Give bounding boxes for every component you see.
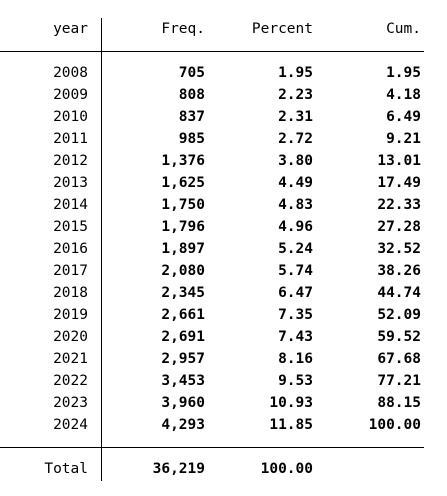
cell-cum: 38.26 bbox=[377, 263, 421, 279]
cell-year: 2021 bbox=[53, 351, 88, 367]
total-rule bbox=[0, 447, 424, 448]
table-row: 2014 1,750 4.83 22.33 bbox=[0, 194, 447, 216]
total-freq: 36,219 bbox=[152, 461, 205, 477]
cell-freq: 2,345 bbox=[161, 285, 205, 301]
header-rule bbox=[0, 51, 424, 52]
cell-freq: 1,625 bbox=[161, 175, 205, 191]
table-row: 2013 1,625 4.49 17.49 bbox=[0, 172, 447, 194]
table-total-row: Total 36,219 100.00 bbox=[0, 458, 447, 480]
cell-cum: 6.49 bbox=[386, 109, 421, 125]
cell-freq: 2,691 bbox=[161, 329, 205, 345]
header-year: year bbox=[53, 21, 88, 37]
cell-year: 2020 bbox=[53, 329, 88, 345]
cell-freq: 1,376 bbox=[161, 153, 205, 169]
cell-year: 2010 bbox=[53, 109, 88, 125]
cell-freq: 985 bbox=[178, 131, 205, 147]
cell-percent: 1.95 bbox=[278, 65, 313, 81]
cell-percent: 5.24 bbox=[278, 241, 313, 257]
cell-cum: 13.01 bbox=[377, 153, 421, 169]
table-row: 2017 2,080 5.74 38.26 bbox=[0, 260, 447, 282]
table-row: 2023 3,960 10.93 88.15 bbox=[0, 392, 447, 414]
cell-cum: 17.49 bbox=[377, 175, 421, 191]
cell-year: 2011 bbox=[53, 131, 88, 147]
table-row: 2024 4,293 11.85 100.00 bbox=[0, 414, 447, 436]
cell-percent: 2.31 bbox=[278, 109, 313, 125]
cell-freq: 705 bbox=[178, 65, 205, 81]
cell-percent: 11.85 bbox=[269, 417, 313, 433]
cell-year: 2022 bbox=[53, 373, 88, 389]
cell-freq: 837 bbox=[178, 109, 205, 125]
cell-percent: 4.96 bbox=[278, 219, 313, 235]
cell-year: 2012 bbox=[53, 153, 88, 169]
table-row: 2021 2,957 8.16 67.68 bbox=[0, 348, 447, 370]
total-label: Total bbox=[44, 461, 88, 477]
cell-cum: 77.21 bbox=[377, 373, 421, 389]
cell-freq: 2,661 bbox=[161, 307, 205, 323]
cell-cum: 100.00 bbox=[368, 417, 421, 433]
table-row: 2011 985 2.72 9.21 bbox=[0, 128, 447, 150]
table-row: 2015 1,796 4.96 27.28 bbox=[0, 216, 447, 238]
cell-year: 2008 bbox=[53, 65, 88, 81]
cell-percent: 2.72 bbox=[278, 131, 313, 147]
cell-cum: 1.95 bbox=[386, 65, 421, 81]
cell-cum: 44.74 bbox=[377, 285, 421, 301]
table-row: 2009 808 2.23 4.18 bbox=[0, 84, 447, 106]
header-percent: Percent bbox=[251, 21, 313, 37]
cell-freq: 3,960 bbox=[161, 395, 205, 411]
cell-freq: 2,957 bbox=[161, 351, 205, 367]
cell-cum: 22.33 bbox=[377, 197, 421, 213]
table-row: 2018 2,345 6.47 44.74 bbox=[0, 282, 447, 304]
header-cum: Cum. bbox=[386, 21, 421, 37]
cell-year: 2016 bbox=[53, 241, 88, 257]
cell-year: 2014 bbox=[53, 197, 88, 213]
cell-percent: 6.47 bbox=[278, 285, 313, 301]
table-row: 2008 705 1.95 1.95 bbox=[0, 62, 447, 84]
table-row: 2020 2,691 7.43 59.52 bbox=[0, 326, 447, 348]
cell-freq: 808 bbox=[178, 87, 205, 103]
cell-percent: 9.53 bbox=[278, 373, 313, 389]
cell-cum: 27.28 bbox=[377, 219, 421, 235]
cell-percent: 7.43 bbox=[278, 329, 313, 345]
header-freq: Freq. bbox=[161, 21, 205, 37]
cell-freq: 1,796 bbox=[161, 219, 205, 235]
cell-cum: 67.68 bbox=[377, 351, 421, 367]
cell-year: 2009 bbox=[53, 87, 88, 103]
cell-year: 2018 bbox=[53, 285, 88, 301]
cell-cum: 88.15 bbox=[377, 395, 421, 411]
cell-year: 2017 bbox=[53, 263, 88, 279]
cell-percent: 5.74 bbox=[278, 263, 313, 279]
cell-freq: 4,293 bbox=[161, 417, 205, 433]
cell-year: 2015 bbox=[53, 219, 88, 235]
table-row: 2016 1,897 5.24 32.52 bbox=[0, 238, 447, 260]
table-header-row: year Freq. Percent Cum. bbox=[0, 18, 447, 40]
body-column-divider bbox=[101, 51, 102, 481]
cell-year: 2019 bbox=[53, 307, 88, 323]
cell-percent: 4.83 bbox=[278, 197, 313, 213]
cell-cum: 9.21 bbox=[386, 131, 421, 147]
total-percent: 100.00 bbox=[260, 461, 313, 477]
cell-percent: 8.16 bbox=[278, 351, 313, 367]
header-column-divider bbox=[101, 18, 102, 51]
cell-freq: 2,080 bbox=[161, 263, 205, 279]
cell-freq: 1,750 bbox=[161, 197, 205, 213]
table-row: 2012 1,376 3.80 13.01 bbox=[0, 150, 447, 172]
cell-percent: 2.23 bbox=[278, 87, 313, 103]
cell-cum: 32.52 bbox=[377, 241, 421, 257]
cell-percent: 4.49 bbox=[278, 175, 313, 191]
cell-freq: 3,453 bbox=[161, 373, 205, 389]
cell-percent: 7.35 bbox=[278, 307, 313, 323]
cell-percent: 10.93 bbox=[269, 395, 313, 411]
cell-percent: 3.80 bbox=[278, 153, 313, 169]
cell-year: 2024 bbox=[53, 417, 88, 433]
cell-year: 2023 bbox=[53, 395, 88, 411]
cell-cum: 4.18 bbox=[386, 87, 421, 103]
table-row: 2019 2,661 7.35 52.09 bbox=[0, 304, 447, 326]
table-row: 2022 3,453 9.53 77.21 bbox=[0, 370, 447, 392]
cell-freq: 1,897 bbox=[161, 241, 205, 257]
cell-cum: 59.52 bbox=[377, 329, 421, 345]
cell-year: 2013 bbox=[53, 175, 88, 191]
cell-cum: 52.09 bbox=[377, 307, 421, 323]
table-row: 2010 837 2.31 6.49 bbox=[0, 106, 447, 128]
